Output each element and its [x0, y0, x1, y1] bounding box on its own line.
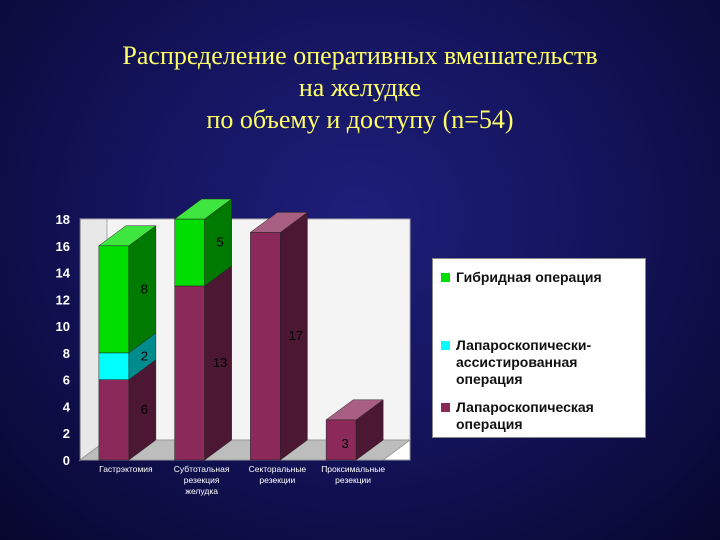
legend-swatch-lap-assisted [441, 341, 450, 350]
y-tick-label: 12 [56, 292, 70, 307]
x-category-label-line: Проксимальные [321, 464, 385, 474]
y-tick-label: 4 [63, 399, 71, 414]
data-label: 2 [141, 348, 148, 363]
data-label: 8 [141, 281, 148, 296]
bar-segment-front [174, 285, 205, 461]
bar-segment-front [325, 419, 357, 461]
legend-swatch-laparoscopic [441, 403, 450, 412]
bar-segment-front [250, 232, 281, 461]
data-label: 17 [289, 328, 303, 343]
bar-segment-front [98, 245, 130, 354]
bar-segment-top [98, 225, 157, 247]
y-tick-label: 2 [63, 426, 70, 441]
y-tick-label: 0 [63, 453, 70, 468]
x-category-label: Гастрэктомия [99, 464, 153, 474]
y-tick-label: 10 [56, 319, 70, 334]
y-tick-label: 8 [63, 346, 70, 361]
legend-item-hybrid: Гибридная операция [441, 269, 602, 286]
y-tick-label: 18 [56, 212, 70, 227]
x-category-label-line: резекции [335, 475, 371, 485]
bar-segment-top [325, 399, 384, 421]
data-label: 13 [213, 355, 227, 370]
slide-title: Распределение оперативных вмешательств н… [122, 41, 598, 134]
bar-segment-top [249, 212, 309, 233]
legend-label-hybrid: Гибридная операция [456, 269, 602, 285]
legend-item-laparoscopic: Лапароскопическая операция [441, 399, 594, 433]
bar-segment-front [98, 379, 130, 461]
y-tick-label: 6 [63, 373, 70, 388]
y-tick-label: 16 [56, 239, 70, 254]
bar-segment-front [98, 352, 130, 380]
data-label: 5 [217, 234, 224, 249]
chart-legend: Гибридная операция Лапароскопически- асс… [432, 258, 646, 438]
legend-label-lap-assisted: Лапароскопически- ассистированная операц… [456, 337, 592, 387]
x-category-label-line: Секторальные [249, 464, 307, 474]
x-category-label-line: Субтотальная [174, 464, 230, 474]
x-category-label-line: желудка [185, 486, 218, 496]
bar-segment-front [174, 218, 205, 287]
legend-label-laparoscopic: Лапароскопическая операция [456, 399, 594, 432]
bar-segment-top [173, 198, 233, 220]
x-category-label: Субтотальная резекция желудка [174, 464, 230, 496]
data-label: 3 [342, 436, 349, 451]
x-category-label-line: резекция [184, 475, 220, 485]
x-category-label-line: резекции [259, 475, 295, 485]
legend-item-lap-assisted: Лапароскопически- ассистированная операц… [441, 337, 591, 388]
data-label: 6 [141, 402, 148, 417]
x-category-label: Секторальные резекции [249, 464, 307, 485]
x-category-label: Проксимальные резекции [321, 464, 385, 485]
x-category-label-line: Гастрэктомия [99, 464, 153, 474]
legend-swatch-hybrid [441, 273, 450, 282]
y-tick-label: 14 [56, 266, 71, 281]
